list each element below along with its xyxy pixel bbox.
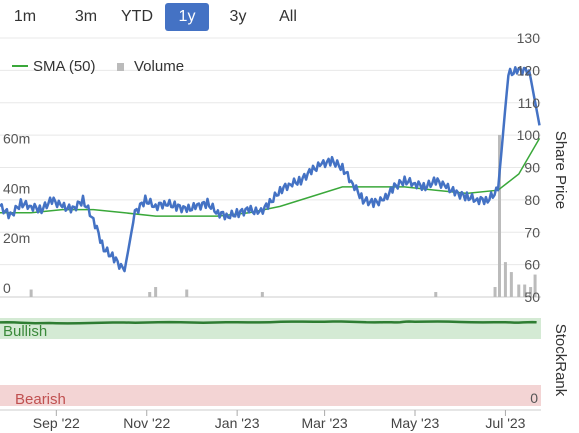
range-button-1m[interactable]: 1m [13, 8, 37, 25]
price-tick-label: 90 [524, 160, 540, 176]
range-button-3y[interactable]: 3y [229, 8, 247, 25]
range-button-ytd[interactable]: YTD [121, 8, 153, 25]
stockrank-tick-label: 0 [530, 390, 538, 406]
legend-sma-label[interactable]: SMA (50) [33, 58, 96, 75]
volume-bar [29, 289, 33, 297]
volume-bar [497, 134, 501, 297]
volume-bar [148, 292, 152, 297]
volume-bar [503, 262, 507, 297]
stockrank-line [0, 320, 537, 325]
volume-tick-label: 0 [3, 280, 11, 296]
legend-volume-label[interactable]: Volume [134, 58, 184, 75]
price-tick-label: 50 [524, 289, 540, 305]
price-tick-label: 60 [524, 257, 540, 273]
x-tick-label: Jul '23 [485, 415, 525, 431]
volume-tick-label: 20m [3, 230, 30, 246]
bearish-band [0, 385, 541, 406]
volume-bar [185, 289, 189, 297]
range-button-all[interactable]: All [279, 8, 297, 25]
price-axis-title: Share Price [552, 131, 569, 209]
x-tick-label: Mar '23 [301, 415, 347, 431]
legend-volume-swatch [117, 63, 124, 71]
volume-bar [154, 287, 158, 297]
volume-tick-label: 60m [3, 130, 30, 146]
volume-bar [533, 274, 537, 297]
x-tick-label: Jan '23 [215, 415, 260, 431]
volume-bar [523, 284, 527, 297]
x-tick-label: May '23 [391, 415, 440, 431]
volume-bar [493, 287, 497, 297]
range-selector: 1m 3m YTD 1y 3y All [0, 0, 579, 34]
volume-bar [509, 272, 513, 297]
chart-legend: SMA (50) Volume [12, 58, 184, 75]
volume-bar [260, 292, 264, 297]
volume-tick-label: 40m [3, 180, 30, 196]
price-tick-label: 130 [517, 30, 541, 46]
share-price-line [0, 66, 541, 273]
range-button-3m[interactable]: 3m [74, 8, 98, 25]
price-tick-label: 70 [524, 224, 540, 240]
bearish-label: Bearish [15, 391, 66, 408]
x-tick-label: Sep '22 [33, 415, 80, 431]
volume-bar [517, 284, 521, 297]
price-tick-label: 110 [518, 95, 541, 111]
x-tick-label: Nov '22 [123, 415, 170, 431]
price-tick-label: 80 [524, 192, 540, 208]
volume-bar [434, 292, 438, 297]
volume-bar [529, 287, 533, 297]
bullish-label: Bullish [3, 323, 47, 340]
stockrank-axis-title: StockRank [552, 324, 569, 397]
price-tick-label: 120 [517, 62, 541, 78]
price-tick-label: 100 [517, 127, 541, 143]
range-button-1y[interactable]: 1y [165, 3, 209, 31]
